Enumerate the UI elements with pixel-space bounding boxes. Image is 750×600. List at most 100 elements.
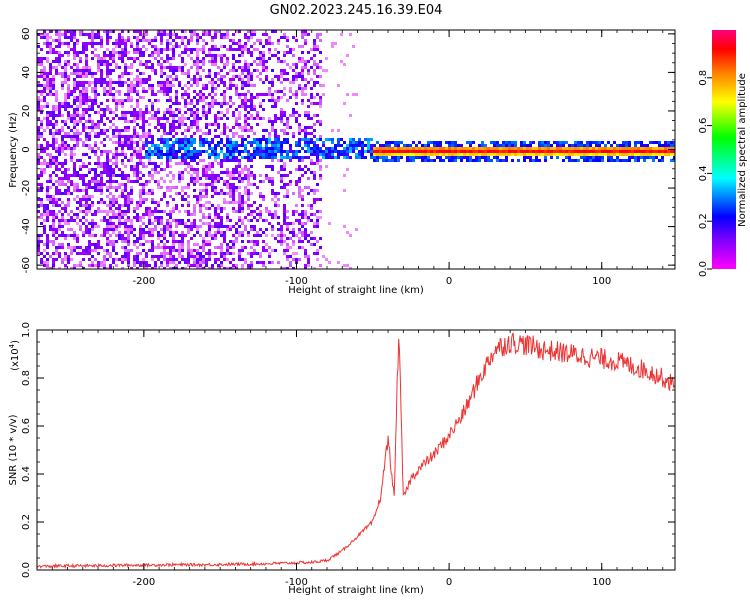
heatmap-cell: [214, 153, 217, 156]
heatmap-cell: [175, 90, 178, 93]
heatmap-cell: [571, 153, 574, 156]
heatmap-cell: [67, 36, 70, 39]
heatmap-cell: [55, 129, 58, 132]
heatmap-cell: [121, 261, 124, 264]
heatmap-cell: [64, 33, 67, 36]
heatmap-cell: [154, 255, 157, 258]
heatmap-cell: [313, 141, 316, 144]
heatmap-cell: [139, 177, 142, 180]
heatmap-cell: [202, 132, 205, 135]
heatmap-cell: [103, 255, 106, 258]
heatmap-cell: [145, 198, 148, 201]
colorbar-ticks: 0.00.20.40.60.8: [698, 70, 712, 277]
heatmap-cell: [319, 60, 322, 63]
heatmap-cell: [520, 141, 523, 144]
heatmap-cell: [85, 108, 88, 111]
heatmap-cell: [118, 141, 121, 144]
heatmap-cell: [616, 159, 619, 162]
heatmap-cell: [208, 234, 211, 237]
heatmap-cell: [211, 78, 214, 81]
heatmap-cell: [100, 210, 103, 213]
heatmap-cell: [175, 99, 178, 102]
heatmap-cell: [202, 144, 205, 147]
heatmap-cell: [262, 54, 265, 57]
heatmap-cell: [160, 210, 163, 213]
heatmap-cell: [586, 150, 589, 153]
heatmap-cell: [238, 150, 241, 153]
heatmap-cell: [160, 219, 163, 222]
heatmap-cell: [154, 153, 157, 156]
heatmap-cell: [46, 237, 49, 240]
heatmap-cell: [442, 159, 445, 162]
heatmap-cell: [145, 90, 148, 93]
heatmap-cell: [274, 105, 277, 108]
heatmap-cell: [124, 120, 127, 123]
heatmap-cell: [178, 249, 181, 252]
heatmap-cell: [196, 84, 199, 87]
heatmap-cell: [169, 105, 172, 108]
heatmap-cell: [253, 240, 256, 243]
heatmap-cell: [178, 147, 181, 150]
heatmap-cell: [49, 72, 52, 75]
heatmap-cell: [67, 132, 70, 135]
heatmap-cell: [193, 111, 196, 114]
heatmap-cell: [346, 150, 349, 153]
heatmap-cell: [385, 153, 388, 156]
heatmap-cell: [262, 66, 265, 69]
heatmap-cell: [301, 30, 304, 33]
heatmap-cell: [244, 84, 247, 87]
heatmap-cell: [181, 51, 184, 54]
heatmap-cell: [265, 243, 268, 246]
heatmap-cell: [139, 114, 142, 117]
heatmap-cell: [634, 153, 637, 156]
heatmap-cell: [256, 138, 259, 141]
heatmap-cell: [232, 111, 235, 114]
heatmap-cell: [223, 267, 226, 269]
heatmap-cell: [64, 75, 67, 78]
heatmap-cell: [184, 168, 187, 171]
heatmap-cell: [157, 144, 160, 147]
heatmap-cell: [139, 111, 142, 114]
heatmap-cell: [118, 258, 121, 261]
heatmap-cell: [229, 96, 232, 99]
heatmap-cell: [511, 153, 514, 156]
heatmap-cell: [256, 123, 259, 126]
heatmap-cell: [646, 147, 649, 150]
heatmap-cell: [46, 78, 49, 81]
heatmap-cell: [52, 264, 55, 267]
heatmap-cell: [79, 69, 82, 72]
heatmap-cell: [208, 216, 211, 219]
heatmap-cell: [91, 102, 94, 105]
heatmap-cell: [574, 144, 577, 147]
heatmap-cell: [232, 168, 235, 171]
heatmap-cell: [91, 81, 94, 84]
heatmap-cell: [64, 255, 67, 258]
heatmap-cell: [82, 72, 85, 75]
heatmap-cell: [160, 246, 163, 249]
heatmap-cell: [217, 66, 220, 69]
heatmap-cell: [241, 234, 244, 237]
heatmap-cell: [301, 90, 304, 93]
heatmap-cell: [52, 240, 55, 243]
heatmap-cell: [241, 201, 244, 204]
heatmap-cell: [163, 141, 166, 144]
heatmap-cell: [313, 123, 316, 126]
heatmap-cell: [205, 123, 208, 126]
heatmap-cell: [460, 144, 463, 147]
heatmap-cell: [58, 36, 61, 39]
heatmap-cell: [199, 267, 202, 269]
heatmap-cell: [124, 252, 127, 255]
heatmap-cell: [133, 132, 136, 135]
heatmap-cell: [550, 144, 553, 147]
heatmap-cell: [133, 258, 136, 261]
heatmap-cell: [181, 117, 184, 120]
heatmap-cell: [67, 192, 70, 195]
heatmap-cell: [250, 171, 253, 174]
heatmap-cell: [82, 222, 85, 225]
heatmap-cell: [199, 141, 202, 144]
heatmap-cell: [151, 69, 154, 72]
heatmap-cell: [274, 210, 277, 213]
heatmap-cell: [307, 141, 310, 144]
heatmap-cell: [181, 195, 184, 198]
heatmap-cell: [73, 249, 76, 252]
